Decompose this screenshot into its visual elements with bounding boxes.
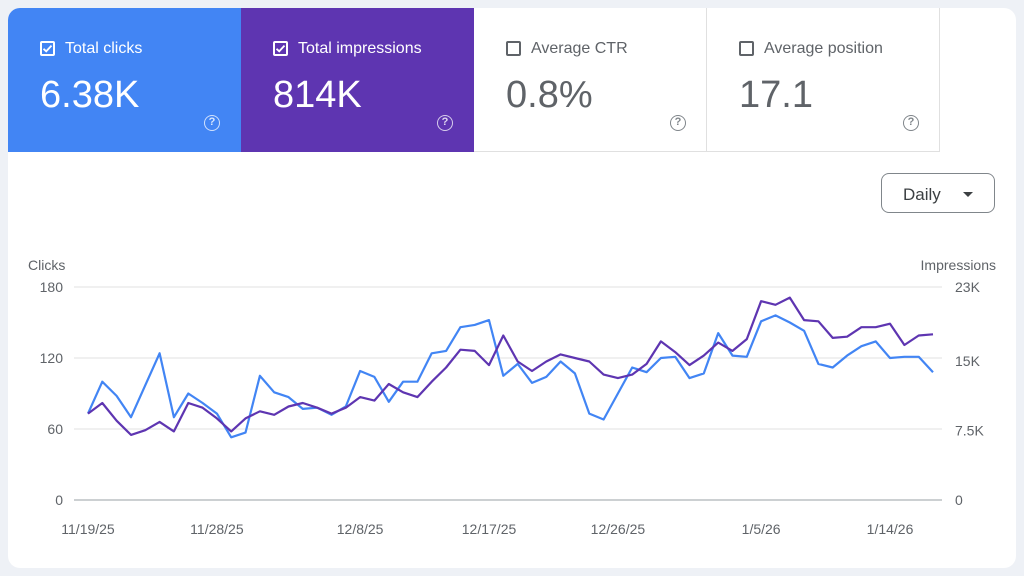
left-axis-ticks: 0 60 120 180 bbox=[40, 279, 64, 508]
metric-label: Average CTR bbox=[531, 40, 628, 57]
metric-tile-average-position[interactable]: Average position 17.1 ? bbox=[707, 8, 940, 152]
left-tick-label: 0 bbox=[55, 492, 63, 508]
performance-card: Total clicks 6.38K ? Total impressions 8… bbox=[8, 8, 1016, 568]
metric-value: 814K bbox=[273, 74, 362, 116]
left-tick-label: 60 bbox=[47, 421, 63, 437]
metric-tile-total-impressions[interactable]: Total impressions 814K ? bbox=[241, 8, 474, 152]
clicks-series-line bbox=[86, 314, 934, 439]
performance-chart: Clicks Impressions 0 60 120 180 0 7.5K 15K 23K… bbox=[28, 257, 996, 537]
metric-label: Average position bbox=[764, 40, 883, 57]
x-axis-ticks: 11/19/25 11/28/25 12/8/25 12/17/25 12/26/25 1… bbox=[61, 521, 913, 537]
checkbox-checked-icon[interactable] bbox=[273, 41, 288, 56]
metric-tile-total-clicks[interactable]: Total clicks 6.38K ? bbox=[8, 8, 241, 152]
x-tick-label: 11/28/25 bbox=[190, 521, 244, 537]
help-icon[interactable]: ? bbox=[204, 115, 220, 131]
right-axis-label: Impressions bbox=[921, 257, 996, 273]
granularity-selected: Daily bbox=[903, 185, 941, 204]
metric-value: 17.1 bbox=[739, 74, 813, 116]
metric-value: 6.38K bbox=[40, 74, 140, 116]
metric-tiles: Total clicks 6.38K ? Total impressions 8… bbox=[8, 8, 940, 152]
right-axis-ticks: 0 7.5K 15K 23K bbox=[955, 279, 984, 508]
impressions-series-line bbox=[87, 296, 934, 436]
chart-grid bbox=[74, 286, 942, 501]
right-tick-label: 7.5K bbox=[955, 423, 984, 439]
x-tick-label: 11/19/25 bbox=[61, 521, 115, 537]
help-icon[interactable]: ? bbox=[903, 115, 919, 131]
left-tick-label: 120 bbox=[40, 350, 64, 366]
right-tick-label: 23K bbox=[955, 279, 981, 295]
metric-value: 0.8% bbox=[506, 74, 593, 116]
x-tick-label: 12/26/25 bbox=[591, 521, 646, 537]
metric-tile-average-ctr[interactable]: Average CTR 0.8% ? bbox=[474, 8, 707, 152]
metric-label: Total impressions bbox=[298, 40, 422, 57]
help-icon[interactable]: ? bbox=[437, 115, 453, 131]
right-tick-label: 0 bbox=[955, 492, 963, 508]
x-tick-label: 12/17/25 bbox=[462, 521, 517, 537]
left-axis-label: Clicks bbox=[28, 257, 65, 273]
granularity-dropdown[interactable]: Daily bbox=[881, 173, 995, 213]
x-tick-label: 1/14/26 bbox=[867, 521, 914, 537]
x-tick-label: 1/5/26 bbox=[742, 521, 781, 537]
help-icon[interactable]: ? bbox=[670, 115, 686, 131]
metric-label: Total clicks bbox=[65, 40, 143, 57]
right-tick-label: 15K bbox=[955, 353, 981, 369]
left-tick-label: 180 bbox=[40, 279, 64, 295]
checkbox-checked-icon[interactable] bbox=[40, 41, 55, 56]
checkbox-unchecked-icon[interactable] bbox=[506, 41, 521, 56]
x-tick-label: 12/8/25 bbox=[337, 521, 384, 537]
caret-down-icon bbox=[963, 192, 973, 197]
checkbox-unchecked-icon[interactable] bbox=[739, 41, 754, 56]
chart-series bbox=[86, 296, 934, 439]
